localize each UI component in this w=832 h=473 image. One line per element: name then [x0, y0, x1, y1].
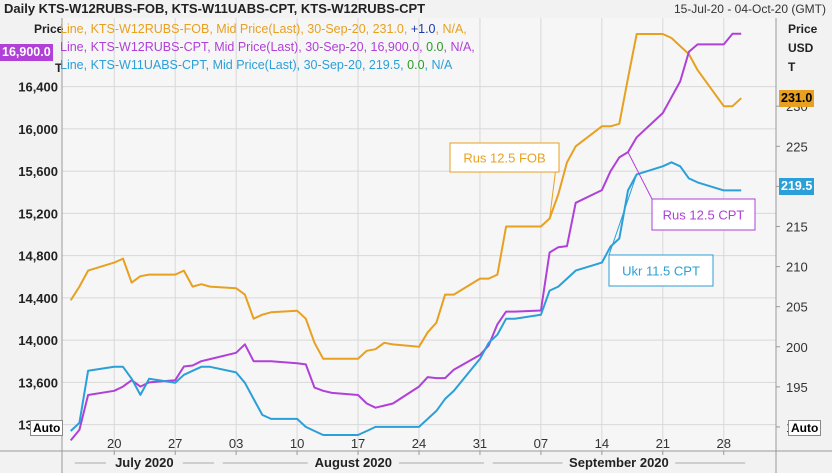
right-tick-label: 210	[786, 260, 808, 275]
annotation-box	[651, 198, 756, 231]
annotation-label: Rus 12.5 FOB	[463, 151, 545, 166]
left-axis-title: Price	[34, 22, 64, 36]
right-axis-auto-button[interactable]: Auto	[788, 420, 822, 436]
left-tick-label: 14,400	[18, 291, 58, 306]
month-group-label: September 2020	[569, 455, 669, 470]
left-tick-label: 16,000	[18, 122, 58, 137]
annotation-box	[449, 142, 560, 173]
right-axis-unit: T	[788, 60, 796, 74]
legend-item-ua-cpt[interactable]: Line, KTS-W11UABS-CPT, Mid Price(Last), …	[60, 56, 475, 74]
left-axis-auto-button[interactable]: Auto	[30, 420, 64, 436]
legend-change: 0.0	[426, 40, 444, 54]
legend-text: Line, KTS-W11UABS-CPT, Mid Price(Last), …	[60, 58, 408, 72]
series-line	[70, 161, 742, 436]
date-range: 15-Jul-20 - 04-Oct-20 (GMT)	[673, 2, 826, 16]
series-line	[69, 32, 742, 442]
annotation-leader	[627, 151, 653, 200]
right-axis-title: Price	[788, 22, 818, 36]
left-tick-label: 15,600	[18, 164, 58, 179]
right-tick-label: 200	[786, 340, 808, 355]
annotation-label: Ukr 11.5 CPT	[622, 264, 700, 279]
annotation-box	[608, 254, 714, 287]
x-tick-label: 28	[717, 436, 731, 451]
legend-tail: , N/A,	[443, 40, 475, 54]
x-tick-label: 10	[290, 436, 304, 451]
legend-text: Line, KTS-W12RUBS-FOB, Mid Price(Last), …	[60, 22, 411, 36]
x-tick-label: 31	[473, 436, 487, 451]
legend-item-ru-cpt[interactable]: Line, KTS-W12RUBS-CPT, Mid Price(Last), …	[60, 38, 475, 56]
legend-change: +1.0	[410, 22, 436, 36]
left-axis-unit: T	[55, 61, 63, 75]
right-tick-label: 205	[786, 300, 808, 315]
legend-tail: , N/A	[424, 58, 453, 72]
fob-current-value-tag: 231.0	[779, 90, 815, 107]
x-tick-label: 17	[351, 436, 365, 451]
x-tick-label: 07	[534, 436, 548, 451]
annotation-label: Rus 12.5 CPT	[663, 208, 745, 223]
legend-item-fob[interactable]: Line, KTS-W12RUBS-FOB, Mid Price(Last), …	[60, 20, 475, 38]
legend-change: 0.0	[407, 58, 425, 72]
x-tick-label: 03	[229, 436, 243, 451]
right-tick-label: 225	[786, 139, 808, 154]
right-axis-currency: USD	[788, 41, 814, 55]
legend: Line, KTS-W12RUBS-FOB, Mid Price(Last), …	[60, 20, 475, 74]
x-tick-label: 14	[595, 436, 609, 451]
series-lines	[69, 32, 742, 442]
x-tick-label: 21	[656, 436, 670, 451]
x-tick-label: 27	[168, 436, 182, 451]
left-tick-label: 16,400	[18, 80, 58, 95]
left-current-value-tag: 16,900.0	[0, 44, 53, 61]
left-tick-label: 15,200	[18, 206, 58, 221]
annotations: Rus 12.5 FOB Rus 12.5 CPT Ukr 11.5 CPT	[449, 142, 756, 287]
legend-text: Line, KTS-W12RUBS-CPT, Mid Price(Last), …	[60, 40, 427, 54]
left-tick-label: 14,000	[18, 333, 58, 348]
month-group-label: August 2020	[315, 455, 392, 470]
x-tick-label: 20	[107, 436, 121, 451]
series-line	[69, 33, 742, 360]
right-tick-label: 195	[786, 380, 808, 395]
ua-current-value-tag: 219.5	[779, 178, 815, 195]
chart-title: Daily KTS-W12RUBS-FOB, KTS-W11UABS-CPT, …	[4, 1, 426, 16]
annotation-leader	[608, 174, 638, 256]
left-tick-label: 14,800	[18, 249, 58, 264]
x-tick-label: 24	[412, 436, 426, 451]
left-tick-label: 13,600	[18, 375, 58, 390]
month-group-label: July 2020	[115, 455, 174, 470]
axes: 13,20013,60014,00014,40014,80015,20015,6…	[0, 18, 832, 473]
legend-tail: , N/A,	[435, 22, 467, 36]
right-tick-label: 215	[786, 219, 808, 234]
